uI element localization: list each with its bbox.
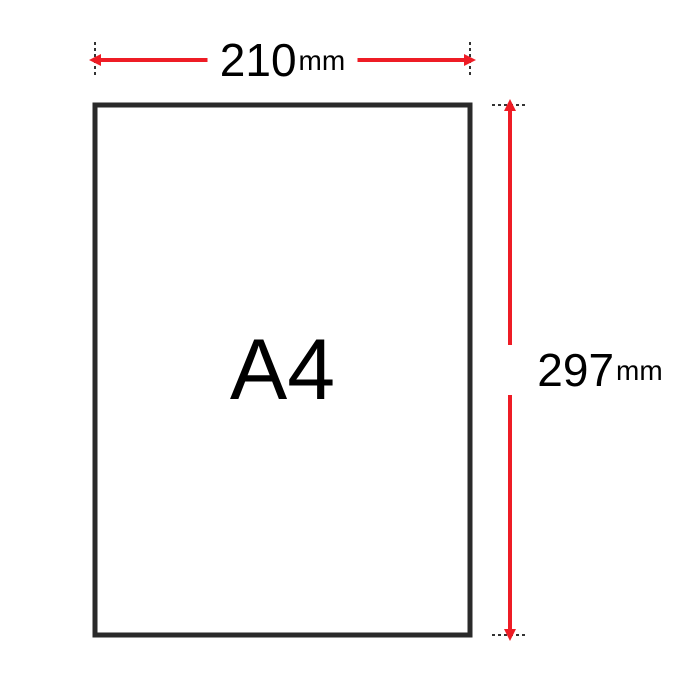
paper-label: A4 <box>230 322 335 418</box>
